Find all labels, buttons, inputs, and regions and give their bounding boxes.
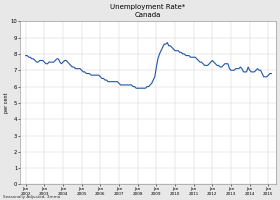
Y-axis label: per cent: per cent	[4, 93, 9, 113]
Text: Seasonally Adjusted, 3mma: Seasonally Adjusted, 3mma	[3, 195, 60, 199]
Title: Unemployment Rate*
Canada: Unemployment Rate* Canada	[110, 4, 186, 18]
